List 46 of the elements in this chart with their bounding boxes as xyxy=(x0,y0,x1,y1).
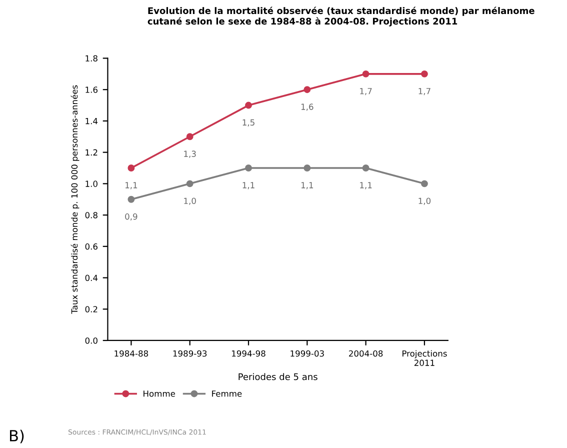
data-label: 1,1 xyxy=(242,182,254,190)
data-label: 1,6 xyxy=(301,104,314,111)
data-label: 1,1 xyxy=(301,182,314,190)
x-tick-label: Projections 2011 xyxy=(402,350,447,366)
chart-title: Evolution de la mortalité observée (taux standardisé monde) par mélanome cutané selon le sexe de 1984-88 à 2004-08. Projections 2011 xyxy=(148,6,534,26)
data-label: 1,7 xyxy=(360,88,372,96)
data-label: 1,1 xyxy=(360,182,372,190)
x-axis-title: Periodes de 5 ans xyxy=(238,373,318,380)
point xyxy=(128,196,135,203)
data-label: 1,3 xyxy=(184,150,196,158)
point xyxy=(420,70,428,78)
text: 0.6 xyxy=(85,243,98,250)
data-label: 0,9 xyxy=(125,213,138,221)
x-tick-label: 2004-08 xyxy=(349,350,383,357)
x-tick-label: 1994-98 xyxy=(232,350,266,357)
data-label: 1,1 xyxy=(125,182,138,190)
text: 1.4 xyxy=(86,118,98,124)
text: 0.8 xyxy=(85,212,98,218)
point xyxy=(362,70,370,78)
data-label: 1,5 xyxy=(242,119,254,126)
text: 1.6 xyxy=(86,86,98,93)
data-label: 1,7 xyxy=(418,88,430,96)
point xyxy=(128,164,135,172)
point xyxy=(245,164,252,172)
point xyxy=(304,86,311,94)
y-axis-title: Taux standardisé monde p. 100 000 personnes-années xyxy=(70,85,80,314)
point xyxy=(245,102,252,109)
text: B) xyxy=(10,430,24,444)
x-tick-label: 1989-93 xyxy=(173,350,207,357)
text: 1.8 xyxy=(86,55,98,62)
data-label: 1,0 xyxy=(184,198,196,205)
legend-label: Homme xyxy=(144,390,176,397)
point xyxy=(186,180,194,188)
legend-label: Femme xyxy=(212,390,242,397)
text: 0.0 xyxy=(85,337,98,344)
data-label: 1,0 xyxy=(418,198,431,205)
point xyxy=(420,180,428,188)
text: 0.4 xyxy=(85,274,98,282)
text: 0.2 xyxy=(85,306,98,312)
text: 1.0 xyxy=(86,180,98,187)
point xyxy=(362,164,370,172)
x-tick-label: 1984-88 xyxy=(114,350,148,357)
point xyxy=(304,164,311,172)
point xyxy=(186,133,194,140)
text: 1.2 xyxy=(86,149,98,156)
x-tick-label: 1999-03 xyxy=(290,350,324,357)
